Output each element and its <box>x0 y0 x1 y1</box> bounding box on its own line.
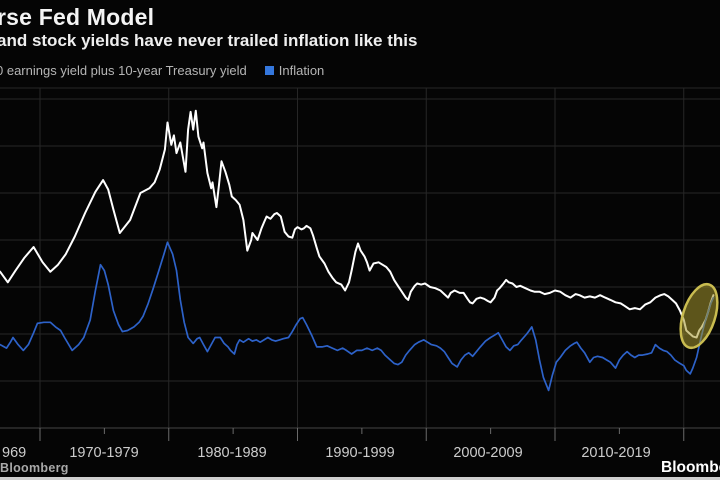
bottom-strip <box>0 477 720 480</box>
legend: 0 earnings yield plus 10-year Treasury y… <box>0 62 324 78</box>
x-axis-label-1960s: 969 <box>2 445 26 461</box>
x-axis-labels: 969 1970-1979 1980-1989 1990-1999 2000-2… <box>2 445 651 461</box>
inflation-line <box>0 241 715 392</box>
source-label: Bloomberg <box>0 461 69 475</box>
chart-title: rse Fed Model <box>0 4 155 30</box>
gridlines <box>0 87 720 428</box>
x-axis-label-1990s: 1990-1999 <box>325 445 394 461</box>
legend-swatch-inflation <box>264 65 274 75</box>
legend-label-inflation: Inflation <box>278 62 325 78</box>
x-axis-label-2010s: 2010-2019 <box>581 445 650 461</box>
x-axis-label-1970s: 1970-1979 <box>69 445 138 461</box>
x-axis-label-2000s: 2000-2009 <box>453 445 522 461</box>
legend-label-earnings-treasury-yield: 0 earnings yield plus 10-year Treasury y… <box>0 62 247 78</box>
chart-subtitle: and stock yields have never trailed infl… <box>0 31 418 50</box>
x-axis-label-1980s: 1980-1989 <box>197 445 266 461</box>
bloomberg-logo: Bloomberg <box>661 459 720 476</box>
treasury-plus-earnings-yield-line <box>0 109 715 339</box>
highlight-ellipse <box>679 282 719 350</box>
x-axis <box>0 427 720 441</box>
